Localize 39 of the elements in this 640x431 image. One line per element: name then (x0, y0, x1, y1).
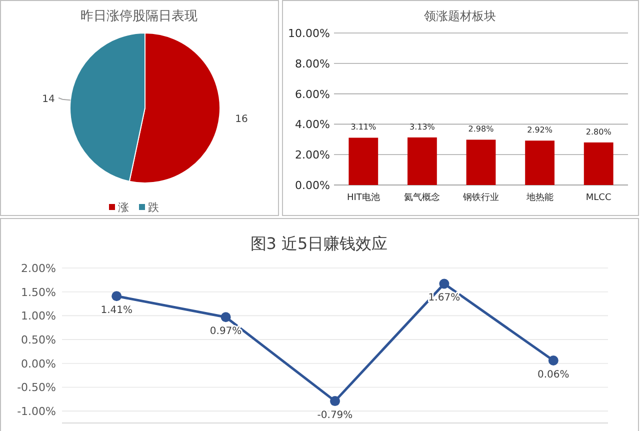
text: -0.79% (317, 410, 353, 422)
point (548, 356, 558, 366)
text: 1.41% (100, 305, 132, 316)
data-label: 2.92% (527, 126, 553, 135)
point (439, 278, 450, 289)
y-tick-label: 4.00% (295, 118, 330, 132)
y-tick-label: 2.00% (21, 262, 56, 275)
data-label: 14 (42, 94, 55, 105)
data-label: 2.98% (468, 124, 494, 134)
chart-title: 昨日涨停股隔日表现 (80, 9, 198, 24)
text: 0.97% (210, 326, 242, 338)
x-tick-label: 氦气概念 (404, 192, 440, 203)
y-tick-label: 8.00% (295, 57, 330, 70)
x-tick-label: MLCC (586, 193, 612, 203)
data-label: 3.13% (409, 122, 436, 132)
data-label: 3.11% (350, 122, 376, 132)
y-tick-label: 0.00% (295, 179, 330, 192)
y-tick-label: 1.00% (21, 310, 56, 323)
data-label: 16 (235, 114, 248, 126)
text: 0.06% (538, 370, 570, 381)
y-tick-label: 1.50% (21, 286, 56, 299)
y-tick-label: 6.00% (295, 88, 330, 101)
data-label: 2.80% (586, 127, 612, 136)
y-tick-label: -1.00% (17, 405, 56, 418)
legend-label: 涨 (118, 201, 129, 214)
y-tick-label: 0.50% (21, 334, 56, 347)
point (220, 312, 231, 322)
point (112, 291, 122, 302)
x-tick-label: HIT电池 (346, 192, 380, 203)
y-tick-label: 0.00% (21, 357, 56, 370)
point (330, 396, 340, 406)
x-tick-label: 地热能 (525, 192, 554, 203)
y-tick-label: 10.00% (288, 27, 330, 40)
legend-label: 跌 (148, 201, 159, 214)
y-tick-label: -0.50% (17, 381, 56, 394)
chart-title: 图3 近5日赚钱效应 (250, 234, 388, 253)
chart-title: 领涨题材板块 (424, 9, 496, 23)
x-tick-label: 钢铁行业 (462, 192, 499, 203)
y-tick-label: 2.00% (295, 148, 330, 162)
